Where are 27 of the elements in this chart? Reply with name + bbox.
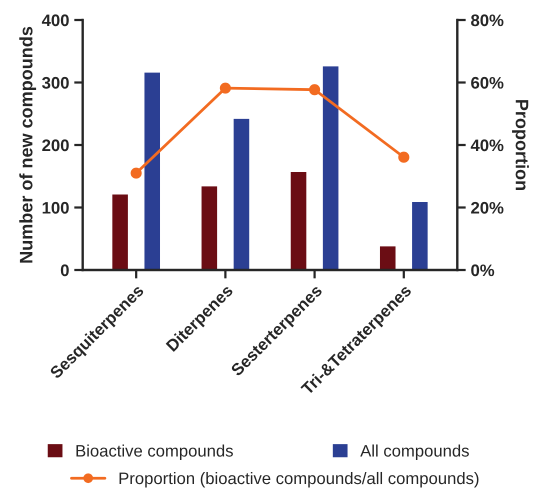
bar xyxy=(200,184,218,270)
y2-tick-label: 20% xyxy=(471,202,504,214)
y-tick-label: 400 xyxy=(42,14,69,26)
point xyxy=(130,168,142,179)
point xyxy=(309,84,320,96)
bar xyxy=(110,193,130,270)
point xyxy=(220,82,231,94)
y2-axis-title: Proportion xyxy=(512,100,529,190)
bar xyxy=(378,244,397,270)
legend-label: All compounds xyxy=(360,444,469,460)
y2-tick-label: 40% xyxy=(470,139,504,152)
bar xyxy=(232,117,251,270)
bar xyxy=(143,71,162,270)
y2-tick-label: 80% xyxy=(471,14,504,26)
y-axis-title: Number of new compounds xyxy=(19,26,36,263)
y2-tick-label: 0% xyxy=(471,264,494,276)
legend-label: Proportion (bioactive compounds/all compounds) xyxy=(120,472,478,488)
point xyxy=(398,152,410,163)
bar xyxy=(410,200,430,270)
y-tick-label: 100 xyxy=(42,202,69,214)
y-tick-label: 300 xyxy=(42,76,69,89)
y-tick-label: 200 xyxy=(42,139,69,152)
legend-label: Bioactive compounds xyxy=(76,444,233,460)
y2-tick-label: 60% xyxy=(471,76,504,89)
bar xyxy=(289,170,308,270)
y-tick-label: 0 xyxy=(60,264,69,276)
bar xyxy=(321,64,340,270)
